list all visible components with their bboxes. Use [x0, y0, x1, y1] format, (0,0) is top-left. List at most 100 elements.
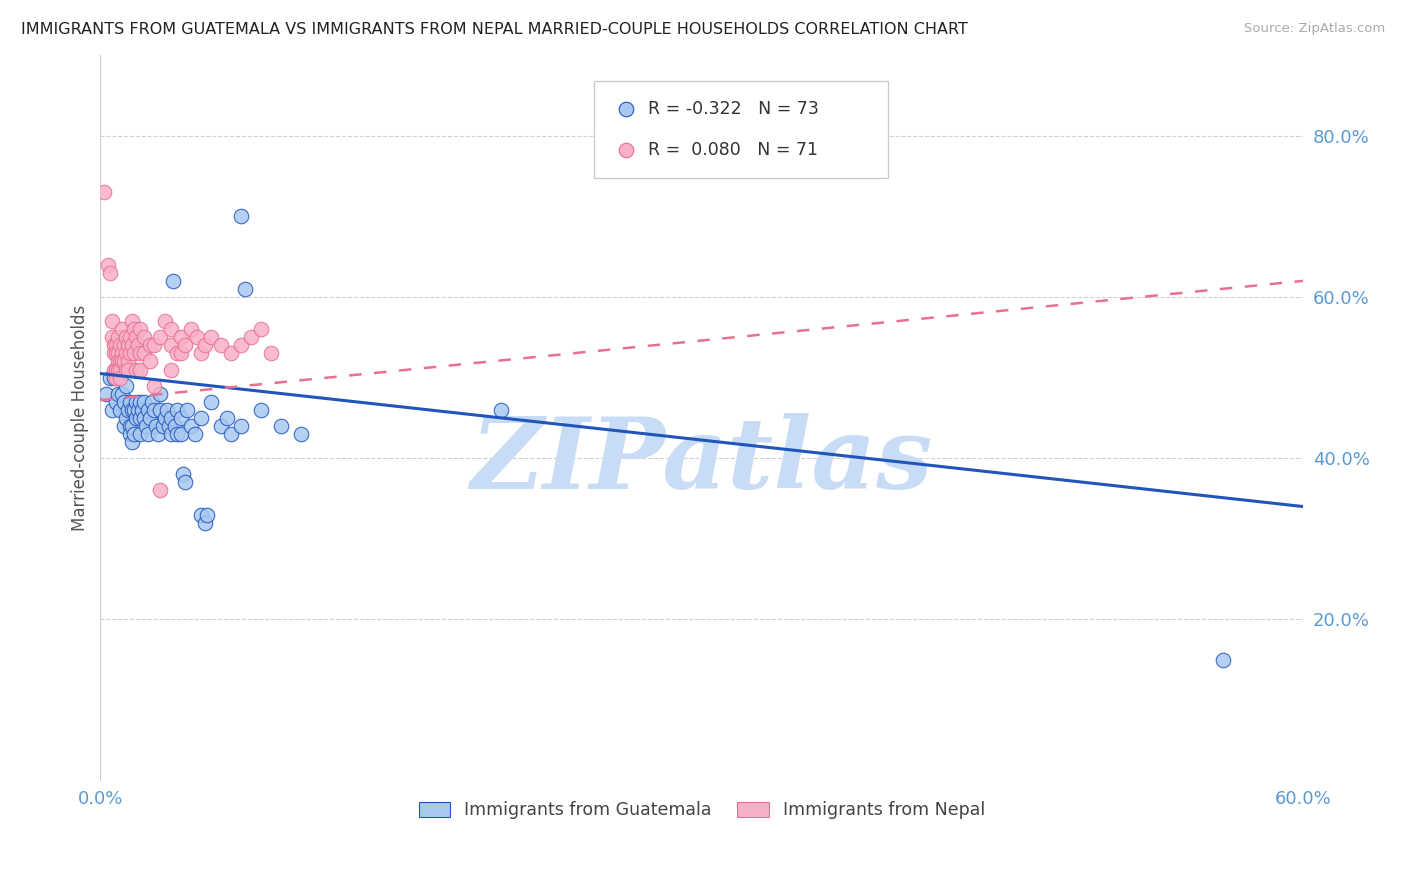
- Legend: Immigrants from Guatemala, Immigrants from Nepal: Immigrants from Guatemala, Immigrants fr…: [412, 795, 991, 826]
- Point: [111, 354, 134, 368]
- Point: [96, 386, 118, 401]
- Point: [173, 475, 195, 490]
- Point: [134, 346, 156, 360]
- Point: [125, 330, 148, 344]
- Point: [124, 322, 146, 336]
- Point: [260, 346, 283, 360]
- Point: [121, 402, 143, 417]
- Point: [97, 258, 120, 272]
- Point: [155, 402, 177, 417]
- Point: [190, 346, 212, 360]
- Point: [194, 516, 217, 530]
- Point: [115, 410, 138, 425]
- Point: [110, 370, 132, 384]
- Point: [159, 427, 181, 442]
- Point: [229, 338, 252, 352]
- Point: [110, 338, 132, 352]
- Point: [134, 410, 156, 425]
- Point: [249, 322, 271, 336]
- Point: [180, 419, 202, 434]
- Point: [149, 330, 172, 344]
- FancyBboxPatch shape: [593, 80, 889, 178]
- Point: [157, 419, 180, 434]
- Point: [1212, 653, 1234, 667]
- Y-axis label: Married-couple Households: Married-couple Households: [72, 305, 89, 531]
- Point: [110, 362, 132, 376]
- Point: [138, 427, 160, 442]
- Point: [172, 467, 194, 482]
- Point: [169, 427, 191, 442]
- Point: [112, 394, 135, 409]
- Point: [124, 427, 146, 442]
- Point: [120, 427, 142, 442]
- Point: [110, 362, 132, 376]
- Point: [290, 427, 312, 442]
- Point: [183, 427, 205, 442]
- Point: [229, 419, 252, 434]
- Point: [129, 346, 152, 360]
- Point: [117, 402, 139, 417]
- Point: [107, 386, 129, 401]
- Point: [110, 354, 132, 368]
- Point: [149, 483, 172, 498]
- Point: [129, 427, 152, 442]
- Point: [143, 338, 166, 352]
- Point: [145, 419, 167, 434]
- Point: [153, 314, 176, 328]
- Point: [107, 346, 129, 360]
- Point: [112, 419, 135, 434]
- Point: [166, 402, 188, 417]
- Point: [105, 394, 128, 409]
- Text: ZIPatlas: ZIPatlas: [471, 413, 934, 509]
- Point: [105, 362, 128, 376]
- Point: [101, 314, 124, 328]
- Point: [166, 427, 188, 442]
- Point: [966, 27, 988, 41]
- Point: [219, 427, 242, 442]
- Point: [115, 378, 138, 392]
- Point: [233, 282, 256, 296]
- Point: [141, 394, 163, 409]
- Point: [125, 394, 148, 409]
- Point: [101, 330, 124, 344]
- Point: [169, 330, 191, 344]
- Point: [162, 274, 184, 288]
- Point: [209, 419, 232, 434]
- Point: [127, 402, 149, 417]
- Point: [127, 338, 149, 352]
- Point: [159, 410, 181, 425]
- Point: [966, 73, 988, 87]
- Point: [129, 322, 152, 336]
- Point: [117, 354, 139, 368]
- Point: [117, 338, 139, 352]
- Point: [173, 338, 195, 352]
- Point: [186, 330, 208, 344]
- Text: R = -0.322   N = 73: R = -0.322 N = 73: [648, 100, 818, 118]
- Point: [112, 338, 135, 352]
- Point: [115, 346, 138, 360]
- Point: [117, 362, 139, 376]
- Text: R =  0.080   N = 71: R = 0.080 N = 71: [648, 141, 818, 160]
- Point: [125, 362, 148, 376]
- Point: [120, 394, 142, 409]
- Point: [176, 402, 198, 417]
- Point: [111, 322, 134, 336]
- Point: [105, 346, 128, 360]
- Point: [107, 330, 129, 344]
- Point: [143, 378, 166, 392]
- Point: [270, 419, 292, 434]
- Point: [105, 370, 128, 384]
- Text: IMMIGRANTS FROM GUATEMALA VS IMMIGRANTS FROM NEPAL MARRIED-COUPLE HOUSEHOLDS COR: IMMIGRANTS FROM GUATEMALA VS IMMIGRANTS …: [21, 22, 967, 37]
- Point: [103, 362, 125, 376]
- Point: [101, 402, 124, 417]
- Point: [148, 427, 170, 442]
- Point: [103, 370, 125, 384]
- Point: [200, 394, 222, 409]
- Point: [194, 338, 217, 352]
- Point: [111, 386, 134, 401]
- Point: [124, 402, 146, 417]
- Point: [166, 346, 188, 360]
- Point: [169, 410, 191, 425]
- Point: [134, 330, 156, 344]
- Point: [215, 410, 238, 425]
